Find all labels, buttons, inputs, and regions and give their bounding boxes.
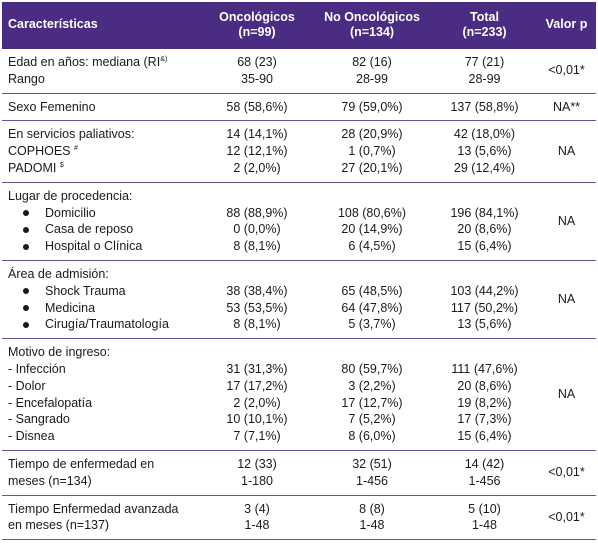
table-row-procedencia: Lugar de procedencia: Domicilio Casa de … [2, 182, 596, 261]
table-row-tiempo-avanzada: Tiempo Enfermedad avanzada en meses (n=1… [2, 495, 596, 540]
table-row-paliativos: En servicios paliativos: COPHOES # PADOM… [2, 121, 596, 183]
cell-valor-p: <0,01* [548, 63, 585, 78]
cell-no-oncologicos: 8 (8) 1-48 [359, 501, 385, 533]
cell-oncologicos: 58 (58,6%) [226, 99, 288, 114]
bullet-icon [23, 226, 29, 233]
cell-valor-p: NA [557, 213, 576, 228]
characteristics-table: Características Oncológicos (n=99) No Onc… [2, 2, 596, 540]
row-label: Edad en años: mediana (RI&) Rango [8, 55, 168, 86]
row-label: Motivo de ingreso: - Infección - Dolor -… [8, 345, 111, 444]
cell-oncologicos: 3 (4) 1-48 [244, 501, 270, 533]
cell-total: 14 (42) 1-456 [464, 456, 505, 488]
cell-total: 137 (58,8%) [450, 99, 519, 114]
cell-total: 5 (10) 1-48 [468, 501, 501, 533]
row-label: En servicios paliativos: COPHOES # PADOM… [8, 127, 135, 175]
bullet-icon [23, 288, 29, 295]
cell-total: 111 (47,6%) 20 (8,6%) 19 (8,2%) 17 (7,3%) 15… [451, 361, 518, 444]
bullet-icon [23, 321, 29, 328]
row-label: Tiempo Enfermedad avanzada en meses (n=1… [8, 501, 179, 533]
table-row-tiempo-enfermedad: Tiempo de enfermedad en meses (n=134) 12… [2, 450, 596, 496]
cell-no-oncologicos: 82 (16) 28-99 [352, 55, 392, 86]
cell-oncologicos: 68 (23) 35-90 [237, 55, 277, 86]
cell-valor-p: NA** [552, 99, 581, 114]
cell-oncologicos: 12 (33) 1-180 [237, 456, 277, 488]
cell-total: 42 (18,0%) 13 (5,6%) 29 (12,4%) [453, 127, 516, 175]
cell-no-oncologicos: 80 (59,7%) 3 (2,2%) 17 (12,7%) 7 (5,2%) 8 (6… [341, 361, 403, 444]
header-valor-p: Valor p [537, 2, 596, 49]
cell-valor-p: <0,01* [548, 509, 585, 524]
table-row-motivo: Motivo de ingreso: - Infección - Dolor -… [2, 339, 596, 451]
bullet-icon [23, 209, 29, 216]
cell-total: 77 (21) 28-99 [464, 55, 505, 86]
table-header-row: Características Oncológicos (n=99) No Onc… [2, 2, 596, 49]
header-oncologicos: Oncológicos (n=99) [202, 2, 312, 49]
cell-no-oncologicos: 32 (51) 1-456 [352, 456, 392, 488]
row-label: Área de admisión: Shock Trauma Medicina … [8, 266, 169, 332]
cell-no-oncologicos: 28 (20,9%) 1 (0,7%) 27 (20,1%) [341, 127, 403, 175]
row-label: Lugar de procedencia: Domicilio Casa de … [8, 188, 143, 254]
cell-oncologicos: 14 (14,1%) 12 (12,1%) 2 (2,0%) [226, 127, 288, 175]
header-no-oncologicos: No Oncológicos (n=134) [312, 2, 432, 49]
cell-total: 103 (44,2%) 117 (50,2%) 13 (5,6%) [450, 283, 519, 332]
row-label: Tiempo de enfermedad en meses (n=134) [8, 456, 155, 488]
row-label: Sexo Femenino [8, 99, 96, 114]
cell-valor-p: <0,01* [548, 465, 585, 480]
table-row-edad: Edad en años: mediana (RI&) Rango 68 (23… [2, 48, 596, 94]
cell-no-oncologicos: 65 (48,5%) 64 (47,8%) 5 (3,7%) [341, 283, 403, 332]
cell-valor-p: NA [557, 292, 576, 307]
cell-total: 196 (84,1%) 20 (8,6%) 15 (6,4%) [450, 205, 519, 254]
cell-oncologicos: 31 (31,3%) 17 (17,2%) 2 (2,0%) 10 (10,1%) 7 … [226, 361, 288, 444]
table-row-sexo: Sexo Femenino 58 (58,6%) 79 (59,0%) 137 … [2, 93, 596, 121]
cell-valor-p: NA [557, 387, 576, 402]
header-caracteristicas: Características [2, 2, 202, 49]
bullet-icon [23, 243, 29, 250]
table-row-admision: Área de admisión: Shock Trauma Medicina … [2, 260, 596, 339]
cell-no-oncologicos: 108 (80,6%) 20 (14,9%) 6 (4,5%) [337, 205, 407, 254]
cell-valor-p: NA [557, 144, 576, 159]
cell-no-oncologicos: 79 (59,0%) [341, 99, 403, 114]
cell-oncologicos: 38 (38,4%) 53 (53,5%) 8 (8,1%) [226, 283, 288, 332]
header-total: Total (n=233) [432, 2, 537, 49]
bullet-icon [23, 304, 29, 311]
cell-oncologicos: 88 (88,9%) 0 (0,0%) 8 (8,1%) [226, 205, 288, 254]
